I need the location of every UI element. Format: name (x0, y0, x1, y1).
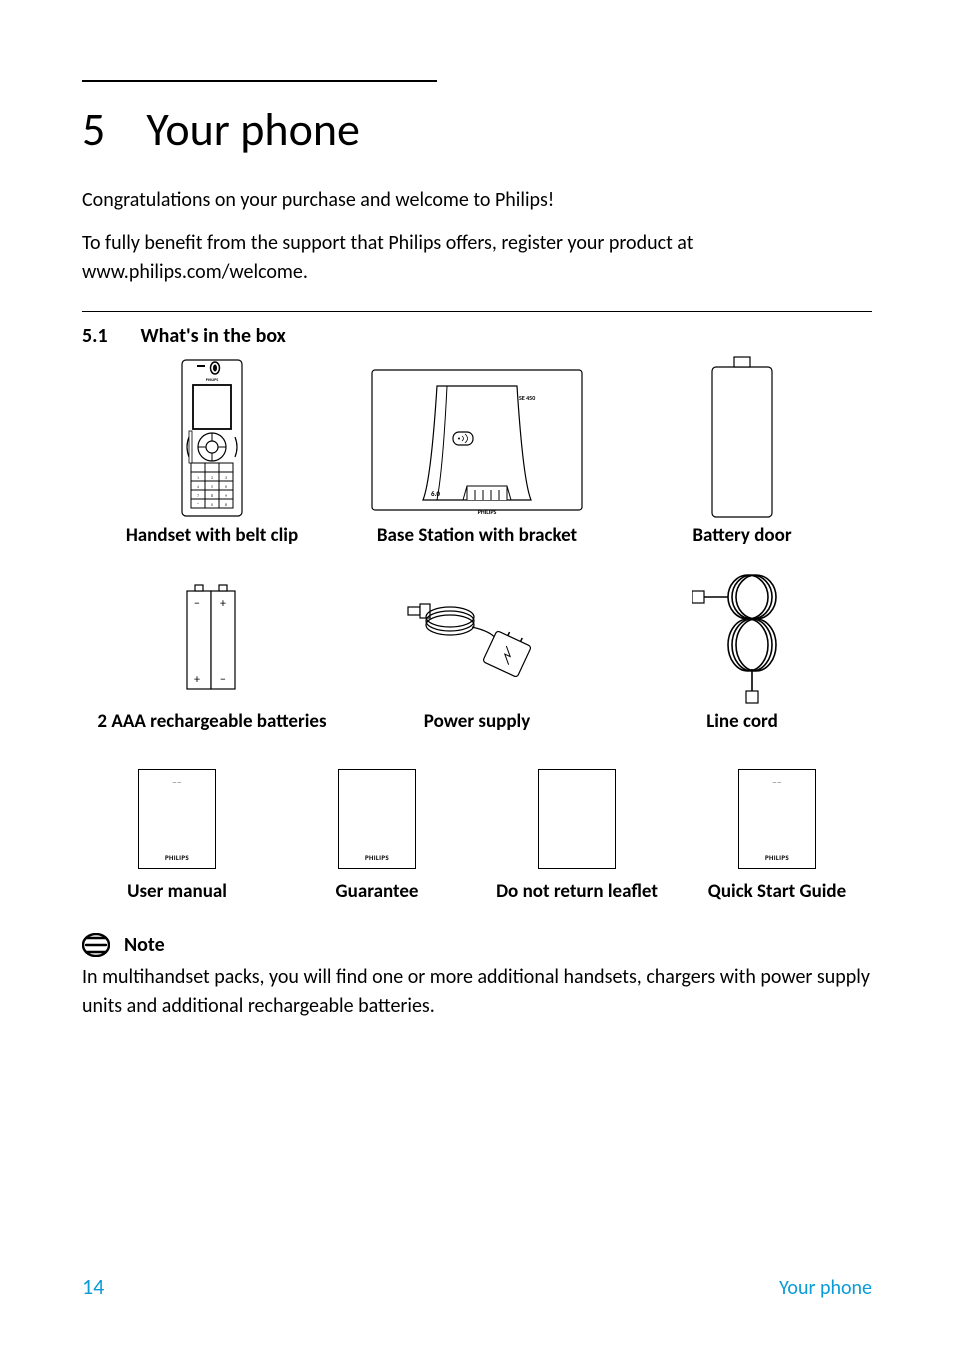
svg-text:6.0: 6.0 (431, 489, 440, 498)
intro-line-2: To fully benefit from the support that P… (82, 229, 872, 287)
dnr-leaflet-illustration (482, 764, 672, 874)
box-contents-row-2: − + + − 2 AAA rechargeable batteries (82, 574, 872, 734)
svg-text:4: 4 (197, 485, 199, 489)
svg-text:+: + (220, 597, 226, 611)
note-body: In multihandset packs, you will find one… (82, 963, 872, 1021)
handset-illustration: PHILIPS (82, 358, 342, 518)
section-divider (82, 311, 872, 312)
line-cord-illustration (612, 574, 872, 704)
svg-text:7: 7 (197, 494, 199, 498)
caption-dnr: Do not return leaflet (482, 880, 672, 904)
svg-text:+: + (194, 673, 200, 687)
box-contents-row-3: —— PHILIPS User manual PHILIPS Guarantee (82, 764, 872, 904)
note-row: Note (82, 933, 872, 957)
svg-text:*: * (197, 503, 199, 507)
svg-text:PHILIPS: PHILIPS (206, 378, 219, 383)
box-contents-row-1: PHILIPS (82, 358, 872, 548)
quickstart-illustration: —— PHILIPS (682, 764, 872, 874)
caption-cord: Line cord (612, 710, 872, 734)
svg-text:2: 2 (211, 476, 213, 480)
batteries-illustration: − + + − (82, 574, 342, 704)
battery-door-illustration (612, 358, 872, 518)
svg-text:3: 3 (225, 476, 227, 480)
svg-text:−: − (194, 597, 200, 611)
caption-qsg: Quick Start Guide (682, 880, 872, 904)
svg-text:5: 5 (211, 485, 213, 489)
base-station-illustration: SE 450 6.0 PHILIPS (347, 358, 607, 518)
page-number: 14 (82, 1273, 104, 1300)
note-label: Note (124, 933, 165, 957)
svg-text:SE 450: SE 450 (519, 394, 535, 402)
caption-guarantee: Guarantee (282, 880, 472, 904)
caption-base: Base Station with bracket (347, 524, 607, 548)
user-manual-illustration: —— PHILIPS (82, 764, 272, 874)
guarantee-illustration: PHILIPS (282, 764, 472, 874)
top-divider (82, 80, 437, 82)
intro-line-1: Congratulations on your purchase and wel… (82, 186, 872, 215)
svg-text:0: 0 (211, 503, 213, 507)
svg-text:#: # (225, 503, 227, 507)
caption-power: Power supply (347, 710, 607, 734)
caption-batteries: 2 AAA rechargeable batteries (82, 710, 342, 734)
section-title: What's in the box (141, 324, 286, 348)
caption-handset: Handset with belt clip (82, 524, 342, 548)
footer-section-title: Your phone (779, 1276, 872, 1300)
section-heading: 5.1 What's in the box (82, 324, 872, 348)
svg-text:8: 8 (211, 494, 213, 498)
chapter-name: Your phone (146, 102, 360, 158)
svg-text:6: 6 (225, 485, 227, 489)
note-icon (82, 933, 110, 957)
power-supply-illustration (347, 574, 607, 704)
caption-door: Battery door (612, 524, 872, 548)
svg-text:1: 1 (197, 476, 199, 480)
chapter-number: 5 (82, 102, 136, 158)
chapter-title: 5 Your phone (82, 102, 872, 158)
caption-manual: User manual (82, 880, 272, 904)
page-footer: 14 Your phone (82, 1273, 872, 1300)
svg-text:−: − (220, 673, 226, 687)
svg-text:PHILIPS: PHILIPS (478, 508, 497, 516)
svg-text:9: 9 (225, 494, 227, 498)
section-number: 5.1 (82, 324, 136, 348)
